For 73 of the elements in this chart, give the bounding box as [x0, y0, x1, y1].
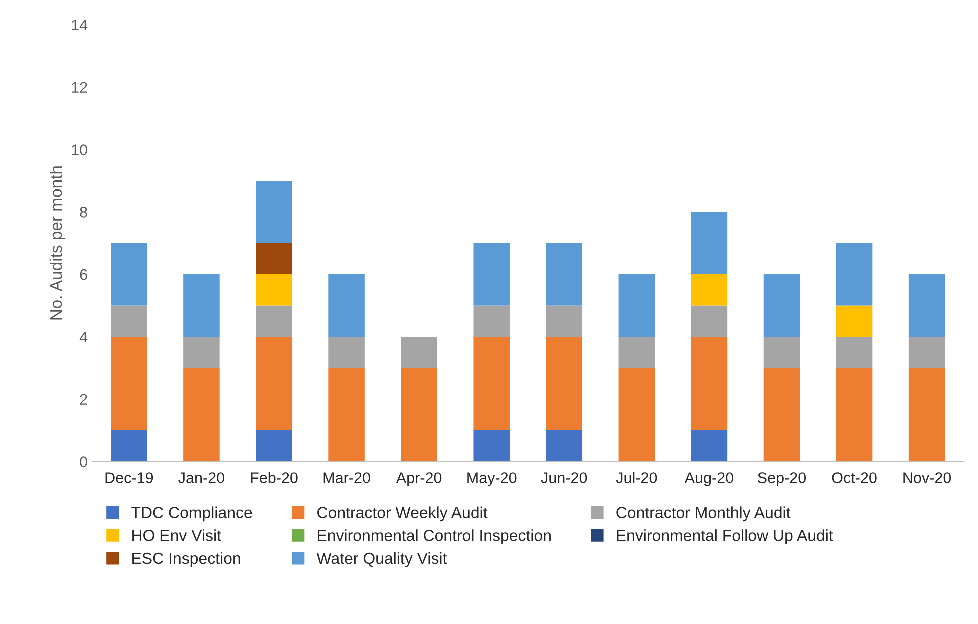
- x-tick-label: Jul-20: [616, 472, 658, 484]
- x-tick-label: Nov-20: [904, 472, 952, 484]
- bar: [401, 368, 438, 462]
- legend-label: TDC Compliance: [132, 506, 252, 522]
- bar: [256, 180, 292, 244]
- y-tick-label: 10: [72, 144, 88, 156]
- bar: [546, 430, 583, 462]
- legend-label: Contractor Monthly Audit: [616, 506, 791, 522]
- y-tick-label: 4: [80, 332, 88, 342]
- legend-label: HO Env Visit: [132, 530, 222, 542]
- x-tick-label: Oct-20: [832, 472, 877, 484]
- x-tick-label: Dec-19: [106, 472, 154, 484]
- bar: [111, 243, 148, 306]
- bar: [474, 336, 510, 431]
- y-tick-label: 2: [80, 394, 88, 405]
- x-tick-label: Apr-20: [396, 472, 442, 486]
- bar: [328, 368, 365, 462]
- bar: [256, 306, 292, 337]
- bar: [474, 430, 510, 462]
- bar: [256, 243, 292, 275]
- y-axis-title: No. Audits per month: [50, 166, 66, 320]
- bar: [256, 430, 292, 462]
- y-tick-label: 14: [72, 20, 88, 30]
- bar: [184, 368, 220, 462]
- bar: [328, 274, 365, 337]
- bar: [111, 336, 148, 431]
- bar: [836, 336, 873, 368]
- x-tick-label: Jan-20: [178, 472, 224, 484]
- x-tick-label: Sep-20: [758, 472, 806, 486]
- legend-label: ESC Inspection: [132, 552, 240, 568]
- bar: [474, 243, 510, 306]
- bar: [546, 243, 583, 306]
- bar: [691, 306, 728, 337]
- bar: [328, 336, 365, 368]
- bar: [836, 306, 873, 337]
- legend-label: Environmental Control Inspection: [318, 530, 551, 544]
- y-tick-label: 12: [72, 82, 88, 93]
- bar: [908, 368, 946, 462]
- x-tick-label: Mar-20: [324, 472, 370, 484]
- bar: [401, 336, 438, 368]
- bar: [184, 336, 220, 368]
- x-tick-label: Feb-20: [251, 472, 298, 484]
- legend-label: Contractor Weekly Audit: [318, 506, 488, 522]
- bar: [618, 368, 656, 462]
- bar: [691, 274, 728, 306]
- x-tick-label: Aug-20: [684, 472, 734, 486]
- bar: [618, 274, 656, 337]
- x-tick-label: Jun-20: [541, 472, 588, 484]
- bar: [184, 274, 220, 337]
- legend-label: Environmental Follow Up Audit: [617, 530, 834, 544]
- bar: [836, 243, 873, 306]
- bar: [618, 336, 656, 368]
- bar: [764, 274, 800, 337]
- bar: [474, 306, 510, 337]
- bar: [256, 274, 292, 306]
- bar: [546, 336, 583, 431]
- legend-label: Water Quality Visit: [316, 552, 448, 568]
- bar: [691, 336, 728, 431]
- bar: [691, 430, 728, 462]
- bar: [691, 212, 728, 275]
- bar: [764, 368, 800, 462]
- bar: [111, 430, 148, 462]
- y-tick-label: 6: [80, 269, 88, 280]
- y-tick-label: 0: [80, 456, 88, 468]
- bar: [111, 306, 148, 337]
- bar: [764, 336, 800, 368]
- x-tick-label: May-20: [468, 472, 517, 486]
- y-tick-label: 8: [80, 207, 88, 218]
- bar: [256, 336, 292, 431]
- bar: [908, 336, 946, 368]
- bar: [908, 274, 946, 337]
- bar: [836, 368, 873, 462]
- bar: [546, 306, 583, 337]
